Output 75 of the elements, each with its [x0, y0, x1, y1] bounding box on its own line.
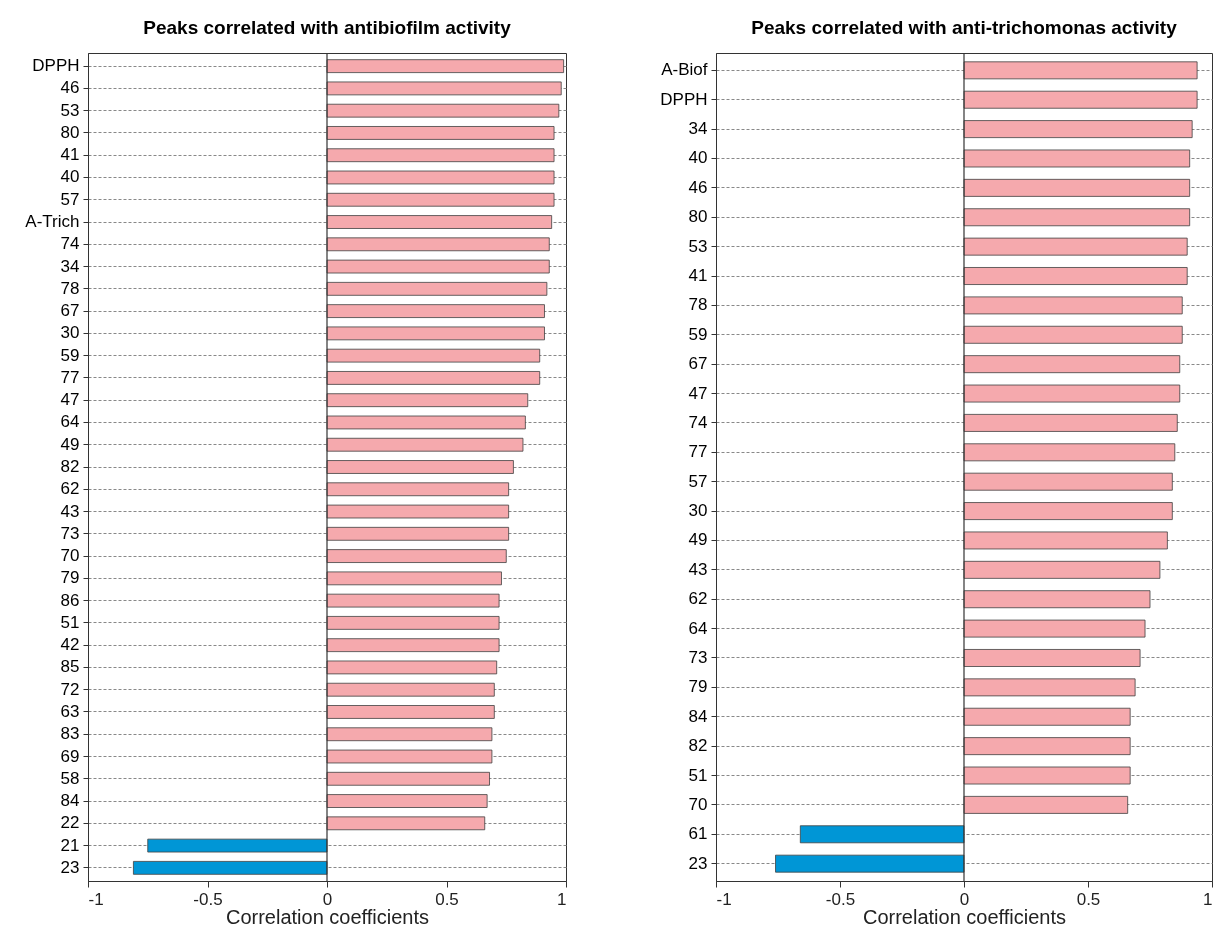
y-tick-label: 80: [60, 122, 80, 142]
y-tick-label: 78: [60, 278, 80, 298]
chart-title: Peaks correlated with antibiofilm activity: [143, 17, 512, 39]
y-tick-label: 67: [60, 301, 80, 321]
y-tick-label: 51: [60, 612, 80, 632]
y-tick-label: 30: [60, 323, 80, 343]
y-tick-label: 86: [60, 590, 80, 610]
y-tick-label: 40: [60, 167, 80, 187]
chart-title: Peaks correlated with anti-trichomonas activity: [751, 17, 1178, 39]
y-tick-label: 59: [60, 345, 80, 365]
y-tick-label: 41: [688, 266, 708, 286]
y-tick-label: 23: [688, 853, 708, 873]
y-tick-label: 62: [60, 479, 80, 499]
y-tick-label: DPPH: [32, 56, 80, 76]
y-tick-label: DPPH: [660, 89, 708, 109]
y-tick-label: 63: [60, 701, 80, 721]
y-tick-label: 74: [688, 412, 708, 432]
y-tick-label: 77: [688, 442, 708, 462]
y-tick-label: 22: [60, 813, 80, 833]
x-tick-label: -1: [88, 889, 104, 909]
y-tick-label: 41: [60, 145, 80, 165]
y-tick-label: 49: [60, 434, 80, 454]
y-tick-label: 53: [60, 100, 80, 120]
y-tick-label: 23: [60, 857, 80, 877]
x-tick-label: 0.5: [1076, 889, 1101, 909]
x-tick-label: 1: [557, 889, 567, 909]
y-tick-label: 64: [688, 618, 708, 638]
y-tick-label: 85: [60, 657, 80, 677]
y-tick-label: 69: [60, 746, 80, 766]
x-tick-label: -0.5: [193, 889, 223, 909]
y-tick-label: 78: [688, 295, 708, 315]
y-tick-label: 47: [688, 383, 708, 403]
y-tick-label: 80: [688, 207, 708, 227]
x-tick-label: 1: [1203, 889, 1213, 909]
y-tick-label: 30: [688, 501, 708, 521]
y-tick-label: 79: [60, 568, 80, 588]
y-tick-label: 79: [688, 677, 708, 697]
y-tick-label: 73: [688, 647, 708, 667]
y-tick-label: 42: [60, 635, 80, 655]
y-tick-label: 49: [688, 530, 708, 550]
y-tick-label: 46: [688, 177, 708, 197]
y-tick-label: 34: [688, 119, 708, 139]
y-tick-label: 46: [60, 78, 80, 98]
y-tick-label: 64: [60, 412, 80, 432]
y-tick-label: 34: [60, 256, 80, 276]
y-tick-label: 62: [688, 589, 708, 609]
y-tick-label: 43: [688, 559, 708, 579]
y-tick-label: A-Biof: [661, 60, 708, 80]
y-tick-label: 61: [688, 824, 708, 844]
y-tick-label: 53: [688, 236, 708, 256]
y-tick-label: 82: [688, 736, 708, 756]
y-tick-label: 83: [60, 724, 80, 744]
x-tick-label: -0.5: [825, 889, 856, 909]
y-tick-label: 70: [60, 546, 80, 566]
y-tick-label: 73: [60, 523, 80, 543]
y-tick-label: 70: [688, 794, 708, 814]
y-tick-label: 51: [688, 765, 708, 785]
y-tick-label: 57: [688, 471, 708, 491]
y-tick-label: 84: [688, 706, 708, 726]
y-tick-label: A-Trich: [25, 212, 80, 232]
x-tick-label: 0.5: [435, 889, 459, 909]
y-tick-label: 57: [60, 189, 80, 209]
x-tick-label: -1: [716, 889, 732, 909]
y-tick-label: 84: [60, 791, 80, 811]
y-tick-label: 59: [688, 324, 708, 344]
y-tick-label: 21: [60, 835, 80, 855]
y-tick-label: 40: [688, 148, 708, 168]
y-tick-label: 43: [60, 501, 80, 521]
y-tick-label: 67: [688, 354, 708, 374]
y-tick-label: 58: [60, 768, 80, 788]
y-tick-label: 77: [60, 367, 80, 387]
y-tick-label: 72: [60, 679, 80, 699]
y-tick-label: 74: [60, 234, 80, 254]
y-tick-label: 82: [60, 457, 80, 476]
y-tick-label: 47: [60, 390, 80, 410]
